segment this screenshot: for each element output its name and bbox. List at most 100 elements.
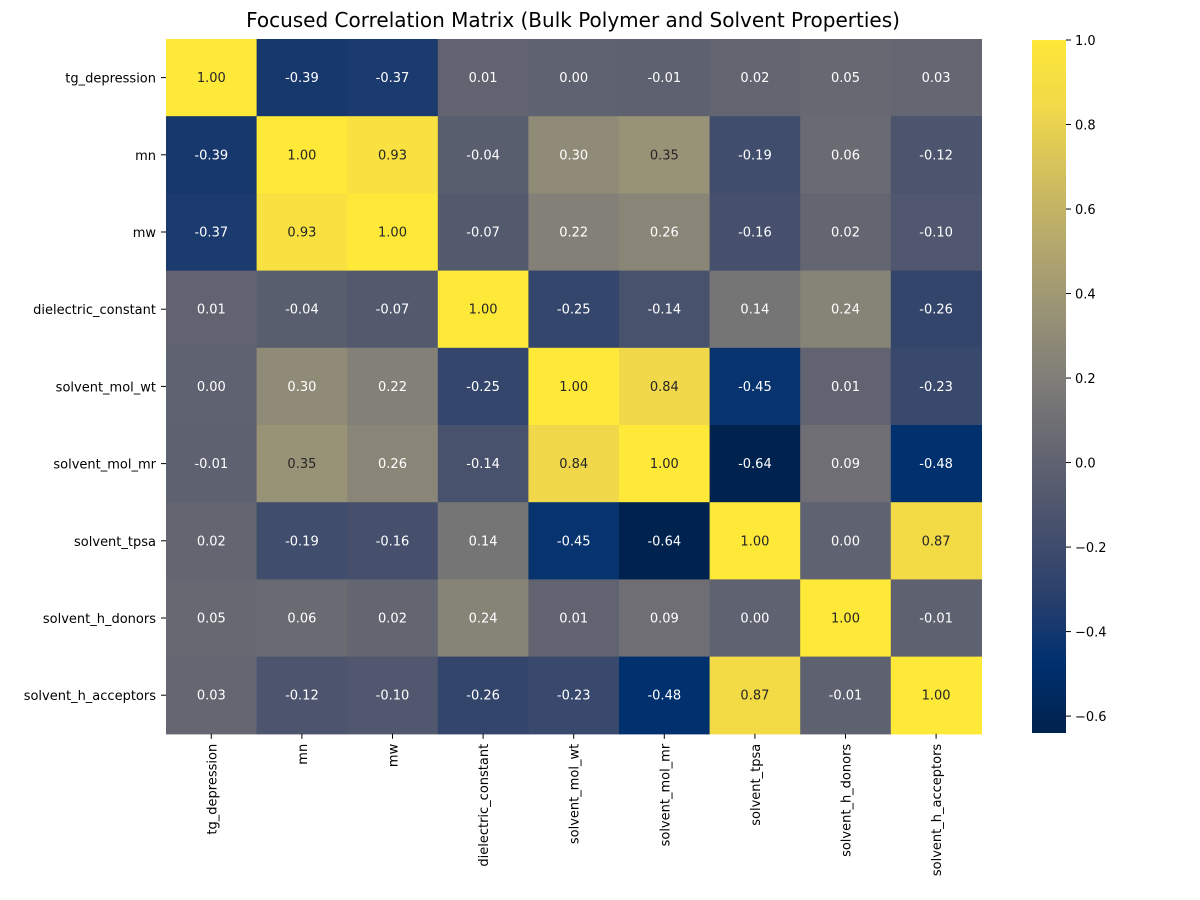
colorbar-tick-label: 1.0 bbox=[1075, 34, 1096, 49]
cell-value-label: 0.02 bbox=[831, 226, 860, 241]
x-tick-label: solvent_h_donors bbox=[840, 744, 855, 857]
heatmap-cell bbox=[437, 347, 529, 426]
y-tick-label: solvent_mol_mr bbox=[53, 458, 156, 473]
cell-value-label: 0.06 bbox=[287, 612, 316, 627]
cell-value-label: 0.35 bbox=[650, 148, 679, 163]
heatmap-cell bbox=[709, 347, 801, 426]
colorbar-tick-label: 0.6 bbox=[1075, 203, 1096, 218]
heatmap-cell bbox=[166, 502, 258, 580]
x-tick-label: mw bbox=[387, 743, 402, 767]
heatmap-cell bbox=[256, 116, 348, 194]
cell-value-label: -0.04 bbox=[466, 148, 500, 163]
heatmap-cell bbox=[890, 579, 982, 658]
cell-value-label: -0.07 bbox=[466, 226, 500, 241]
heatmap-cell bbox=[619, 656, 711, 735]
colorbar-tick-label: 0.8 bbox=[1075, 119, 1096, 134]
heatmap-cell bbox=[256, 193, 348, 272]
heatmap-cell bbox=[619, 39, 711, 117]
colorbar-tick-label: 0.4 bbox=[1075, 288, 1096, 303]
cell-value-label: -0.07 bbox=[376, 303, 410, 318]
heatmap-cell bbox=[890, 270, 982, 349]
heatmap-cell bbox=[709, 270, 801, 349]
cell-value-label: -0.16 bbox=[738, 226, 772, 241]
cell-value-label: -0.37 bbox=[376, 71, 410, 86]
cell-value-label: 1.00 bbox=[922, 689, 951, 704]
cell-value-label: 0.01 bbox=[831, 380, 860, 395]
y-tick-label: solvent_tpsa bbox=[74, 535, 156, 550]
cell-value-label: 0.22 bbox=[378, 380, 407, 395]
colorbar-tick-label: −0.4 bbox=[1075, 626, 1107, 641]
heatmap-cell bbox=[256, 656, 348, 735]
heatmap-cell bbox=[528, 270, 620, 349]
cell-value-label: -0.26 bbox=[466, 689, 500, 704]
cell-value-label: -0.45 bbox=[738, 380, 772, 395]
x-tick-label: dielectric_constant bbox=[477, 744, 492, 867]
cell-value-label: 0.06 bbox=[831, 148, 860, 163]
cell-value-label: 0.35 bbox=[287, 457, 316, 472]
cell-value-label: -0.64 bbox=[647, 534, 681, 549]
cell-value-label: 0.26 bbox=[378, 457, 407, 472]
cell-value-label: 1.00 bbox=[287, 148, 316, 163]
cell-value-label: -0.14 bbox=[466, 457, 500, 472]
y-tick-label: mw bbox=[133, 226, 157, 241]
heatmap-cell bbox=[619, 425, 711, 503]
cell-value-label: -0.26 bbox=[919, 303, 953, 318]
heatmap-cell bbox=[347, 39, 439, 117]
cell-value-label: -0.23 bbox=[557, 689, 591, 704]
cell-value-label: 0.14 bbox=[740, 303, 769, 318]
cell-value-label: 0.05 bbox=[197, 612, 226, 627]
heatmap-cell bbox=[528, 39, 620, 117]
heatmap-cell bbox=[347, 579, 439, 658]
cell-value-label: -0.14 bbox=[647, 303, 681, 318]
cell-value-label: 0.93 bbox=[287, 226, 316, 241]
cell-value-label: 1.00 bbox=[559, 380, 588, 395]
heatmap-cell bbox=[890, 656, 982, 735]
cell-value-label: 1.00 bbox=[378, 226, 407, 241]
cell-value-label: 0.00 bbox=[559, 71, 588, 86]
cell-value-label: 0.30 bbox=[559, 148, 588, 163]
cell-value-label: -0.12 bbox=[919, 148, 953, 163]
heatmap-cell bbox=[619, 347, 711, 426]
heatmap-cell bbox=[528, 193, 620, 272]
x-tick-label: solvent_h_acceptors bbox=[930, 744, 945, 877]
cell-value-label: -0.16 bbox=[376, 534, 410, 549]
cell-value-label: -0.10 bbox=[376, 689, 410, 704]
heatmap-cell bbox=[890, 193, 982, 272]
heatmap-cell bbox=[890, 39, 982, 117]
cell-value-label: 0.01 bbox=[559, 612, 588, 627]
cell-value-label: 0.01 bbox=[197, 303, 226, 318]
cell-value-label: 0.03 bbox=[197, 689, 226, 704]
chart-title: Focused Correlation Matrix (Bulk Polymer… bbox=[246, 8, 900, 32]
heatmap-cell bbox=[528, 347, 620, 426]
heatmap-cell bbox=[437, 193, 529, 272]
cell-value-label: 0.93 bbox=[378, 148, 407, 163]
colorbar-tick-label: 0.2 bbox=[1075, 372, 1096, 387]
heatmap-cell bbox=[166, 116, 258, 194]
cell-value-label: -0.19 bbox=[738, 148, 772, 163]
cell-value-label: -0.45 bbox=[557, 534, 591, 549]
cell-value-label: 0.87 bbox=[740, 689, 769, 704]
cell-value-label: 0.09 bbox=[650, 612, 679, 627]
heatmap-cell bbox=[800, 193, 892, 272]
heatmap-cell bbox=[166, 270, 258, 349]
y-tick-label: solvent_h_acceptors bbox=[24, 689, 157, 704]
heatmap-cell bbox=[437, 270, 529, 349]
cell-value-label: 0.05 bbox=[831, 71, 860, 86]
cell-value-label: 0.22 bbox=[559, 226, 588, 241]
heatmap-cell bbox=[800, 39, 892, 117]
heatmap-cell bbox=[800, 347, 892, 426]
heatmap-cell bbox=[347, 425, 439, 503]
cell-value-label: 0.30 bbox=[287, 380, 316, 395]
cell-value-label: 0.24 bbox=[831, 303, 860, 318]
cell-value-label: -0.01 bbox=[194, 457, 228, 472]
y-tick-label: mn bbox=[135, 149, 156, 164]
cell-value-label: -0.39 bbox=[194, 148, 228, 163]
heatmap-cell bbox=[619, 579, 711, 658]
heatmap-cell bbox=[347, 347, 439, 426]
heatmap-cell bbox=[437, 656, 529, 735]
cell-value-label: 1.00 bbox=[469, 303, 498, 318]
cell-value-label: 0.00 bbox=[740, 612, 769, 627]
heatmap-cell bbox=[437, 425, 529, 503]
cell-value-label: 0.87 bbox=[922, 534, 951, 549]
